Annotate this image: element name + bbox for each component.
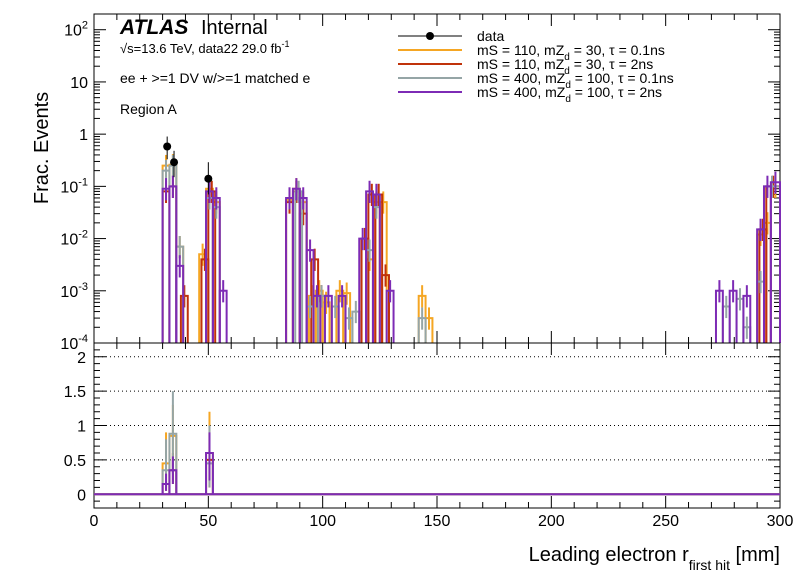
hist-bin — [161, 187, 171, 343]
hist-bin — [285, 201, 294, 343]
y-tick-label: 0.5 — [64, 453, 86, 470]
y-tick-label: 10 — [70, 75, 88, 92]
hist-bin — [371, 206, 381, 343]
series-group — [161, 175, 781, 343]
series-group — [161, 154, 781, 343]
y-tick-label: 102 — [64, 20, 88, 40]
upper-panel: 102 10 1 10-1 10-2 10-3 10-4 — [60, 13, 781, 353]
x-axis-label: Leading electron rfirst hit [mm] — [529, 544, 780, 572]
hist-bin — [769, 185, 781, 343]
selection-label: ee + >=1 DV w/>=1 matched e — [120, 70, 311, 86]
status-label: Internal — [201, 17, 268, 39]
hist-bin — [205, 190, 214, 343]
series-group — [161, 154, 781, 343]
hist-bin — [211, 206, 221, 343]
data-point — [170, 158, 179, 167]
hist-bin — [207, 190, 217, 343]
hist-bin — [291, 187, 301, 343]
y-axis-label: Frac. Events — [31, 92, 53, 204]
series-group — [161, 171, 781, 343]
y-tick-label: 1.5 — [64, 384, 86, 401]
hist-bin — [769, 181, 781, 343]
ratio-series-group — [94, 404, 780, 496]
legend-label: mS = 400, mZd = 100, τ = 0.1ns — [477, 70, 674, 91]
x-tick-label: 250 — [652, 513, 679, 530]
y-tick-label: 10-1 — [60, 176, 88, 196]
hist-bin — [365, 258, 374, 343]
x-tick-label: 150 — [424, 513, 451, 530]
hist-bin — [765, 185, 781, 343]
hist-bin — [168, 185, 178, 343]
ratio-frame — [93, 342, 781, 509]
y-tick-label: 1 — [77, 419, 86, 436]
hist-bin — [358, 237, 368, 343]
y-tick-label: 1 — [79, 127, 88, 144]
y-tick-label: 10-4 — [60, 333, 88, 353]
hist-bin — [205, 196, 214, 343]
y-tick-label: 10-2 — [60, 229, 88, 249]
ratio-series-group — [94, 432, 780, 496]
ratio-panel: 0 50 100 150 200 250 300 0 0.5 1 1.5 2 — [64, 342, 794, 530]
hist-bin — [168, 185, 178, 343]
atlas-label: ATLAS — [119, 16, 188, 39]
x-tick-label: 100 — [309, 513, 336, 530]
data-point — [204, 174, 213, 183]
legend-label: mS = 110, mZd = 30, τ = 2ns — [477, 56, 653, 77]
x-tick-label: 0 — [90, 513, 99, 530]
hist-bin — [161, 190, 171, 343]
y-tick-label: 0 — [77, 487, 86, 504]
hist-bin — [762, 221, 772, 343]
legend-label: mS = 110, mZd = 30, τ = 0.1ns — [477, 42, 665, 63]
hist-bin — [298, 212, 308, 343]
hist-bin — [285, 196, 294, 343]
legend-marker — [426, 32, 434, 40]
hist-bin — [211, 201, 221, 343]
energy-lumi-label: √s=13.6 TeV, data22 29.0 fb-1 — [120, 39, 289, 56]
hist-bin — [291, 190, 301, 343]
hist-bin — [371, 201, 381, 343]
y-tick-label: 10-3 — [60, 281, 88, 301]
hist-bin — [285, 198, 294, 343]
hist-bin — [211, 196, 221, 343]
x-tick-label: 50 — [199, 513, 217, 530]
hist-bin — [360, 237, 370, 343]
legend-label: data — [477, 28, 504, 44]
hist-bin — [205, 187, 214, 343]
ratio-series-group — [94, 432, 780, 496]
data-point — [163, 142, 172, 151]
hist-bin — [291, 187, 301, 343]
region-label: Region A — [120, 101, 177, 117]
y-tick-label: 2 — [77, 350, 86, 367]
hist-bin — [762, 185, 772, 343]
legend-label: mS = 400, mZd = 100, τ = 2ns — [477, 84, 662, 105]
ratio-series-group — [94, 391, 780, 496]
x-tick-label: 300 — [767, 513, 794, 530]
x-tick-label: 200 — [538, 513, 565, 530]
hist-bin — [200, 258, 210, 343]
